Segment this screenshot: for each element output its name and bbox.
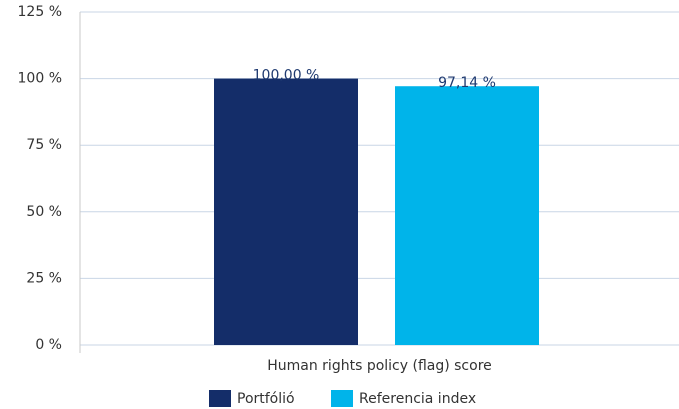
y-tick-label: 50 %: [26, 204, 62, 220]
y-tick-label: 125 %: [18, 4, 62, 20]
y-tick-label: 75 %: [26, 137, 62, 153]
legend-swatch: [331, 390, 353, 407]
legend-label: Portfólió: [237, 391, 295, 407]
bar: [214, 78, 358, 345]
y-tick-label: 25 %: [26, 270, 62, 286]
y-tick-label: 0 %: [35, 337, 62, 353]
x-tick-label: Human rights policy (flag) score: [267, 358, 492, 374]
bar: [395, 86, 539, 345]
value-label: 100,00 %: [253, 68, 320, 84]
y-tick-label: 100 %: [18, 71, 62, 87]
legend-label: Referencia index: [359, 391, 476, 407]
value-label: 97,14 %: [438, 75, 496, 91]
legend-swatch: [209, 390, 231, 407]
